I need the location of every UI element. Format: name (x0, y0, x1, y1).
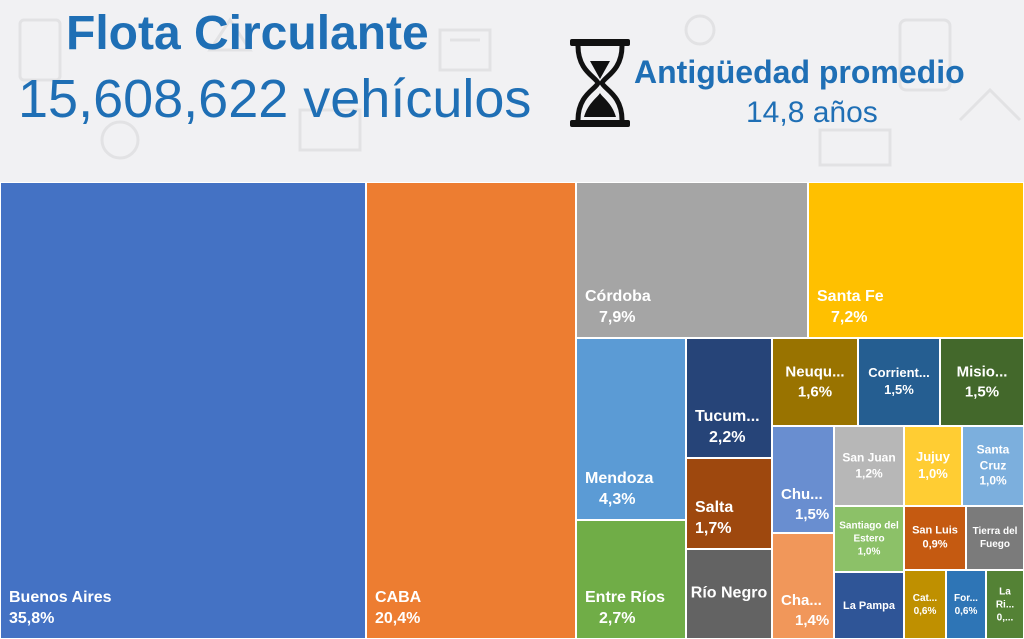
treemap-tile-la-pampa: La Pampa (834, 572, 904, 639)
treemap-tile-san-juan: San Juan 1,2% (834, 426, 904, 506)
tile-label: Jujuy (916, 449, 950, 465)
tile-value: 1,0% (857, 546, 881, 558)
tile-label: Salta (695, 499, 734, 517)
tile-value: 0,9% (922, 539, 948, 551)
tile-value: 1,7% (695, 520, 732, 538)
tile-label: Mendoza (585, 470, 654, 488)
average-age-value: 14,8 años (746, 96, 878, 129)
background-icons-decoration (18, 14, 1022, 167)
tile-label: Río Negro (690, 584, 768, 602)
tile-label: Tucum... (695, 408, 760, 426)
treemap-tile-santiago-del-estero: Santiago del Estero 1,0% (834, 506, 904, 572)
treemap-tile-la-rioja: La Ri... 0,... (986, 570, 1024, 639)
tile-label: Tierra del Fuego (972, 526, 1018, 550)
tile-value: 20,4% (375, 610, 421, 628)
treemap-tile-corrientes: Corrient... 1,5% (858, 338, 940, 426)
hourglass-icon (570, 39, 630, 127)
tile-value: 4,3% (599, 491, 636, 509)
treemap-tile-jujuy: Jujuy 1,0% (904, 426, 962, 506)
treemap-tile-chaco: Cha... 1,4% (772, 533, 834, 639)
tile-value: 1,5% (884, 382, 914, 397)
tile-value: 1,0% (918, 466, 948, 481)
average-age-label: Antigüedad promedio (634, 54, 965, 90)
tile-label: Corrient... (868, 365, 930, 381)
tile-value: 0,... (996, 612, 1014, 623)
tile-label: Misio... (956, 363, 1008, 381)
treemap-tile-neuquen: Neuqu... 1,6% (772, 338, 858, 426)
treemap-tile-tucuman: Tucum... 2,2% (686, 338, 772, 458)
tile-label: La Ri... (995, 586, 1015, 610)
treemap-tile-entre-rios: Entre Ríos 2,7% (576, 520, 686, 639)
page-title: Flota Circulante (66, 7, 429, 60)
vehicle-total: 15,608,622 vehículos (18, 69, 532, 129)
tile-label: Cha... (781, 592, 822, 609)
tile-label: Córdoba (585, 288, 651, 306)
tile-label: Santa Cruz (976, 442, 1010, 473)
tile-value: 35,8% (9, 610, 55, 628)
treemap-tile-chubut: Chu... 1,5% (772, 426, 834, 533)
tile-label: Chu... (781, 486, 823, 503)
tile-value: 1,0% (979, 473, 1007, 488)
tile-value: 1,6% (797, 383, 833, 400)
treemap-tile-catamarca: Cat... 0,6% (904, 570, 946, 639)
tile-value: 1,5% (964, 383, 1000, 400)
tile-label: Neuqu... (785, 363, 845, 381)
tile-value: 0,6% (913, 605, 937, 617)
tile-value: 7,2% (831, 309, 868, 327)
tile-value: 2,7% (599, 610, 636, 628)
treemap-tile-rio-negro: Río Negro (686, 549, 772, 639)
tile-label: For... (954, 592, 978, 604)
treemap-tile-mendoza: Mendoza 4,3% (576, 338, 686, 520)
treemap-tile-tierra-del-fuego: Tierra del Fuego (966, 506, 1024, 570)
tile-label: San Juan (842, 450, 896, 465)
treemap-tile-san-luis: San Luis 0,9% (904, 506, 966, 570)
tile-value: 2,2% (709, 429, 746, 447)
tile-label: San Luis (912, 524, 958, 537)
tile-value: 1,2% (855, 466, 883, 480)
tile-label: Entre Ríos (585, 589, 666, 607)
treemap-tile-santa-cruz: Santa Cruz 1,0% (962, 426, 1024, 506)
tile-value: 1,5% (795, 505, 830, 523)
treemap-tile-buenos-aires: Buenos Aires 35,8% (0, 182, 366, 639)
tile-label: Santa Fe (817, 288, 884, 306)
tile-label: Cat... (912, 592, 938, 604)
tile-label: Buenos Aires (9, 589, 112, 607)
treemap-tile-salta: Salta 1,7% (686, 458, 772, 549)
treemap-tile-santa-fe: Santa Fe 7,2% (808, 182, 1024, 338)
tile-label: Santiago del Estero (839, 520, 899, 545)
tile-value: 1,4% (795, 611, 830, 629)
treemap-tile-cordoba: Córdoba 7,9% (576, 182, 808, 338)
tile-label: CABA (375, 589, 422, 607)
tile-label: La Pampa (843, 599, 895, 612)
treemap-tile-misiones: Misio... 1,5% (940, 338, 1024, 426)
treemap-tile-formosa: For... 0,6% (946, 570, 986, 639)
tile-value: 0,6% (954, 605, 978, 617)
treemap-tile-caba: CABA 20,4% (366, 182, 576, 639)
tile-value: 7,9% (599, 309, 636, 327)
